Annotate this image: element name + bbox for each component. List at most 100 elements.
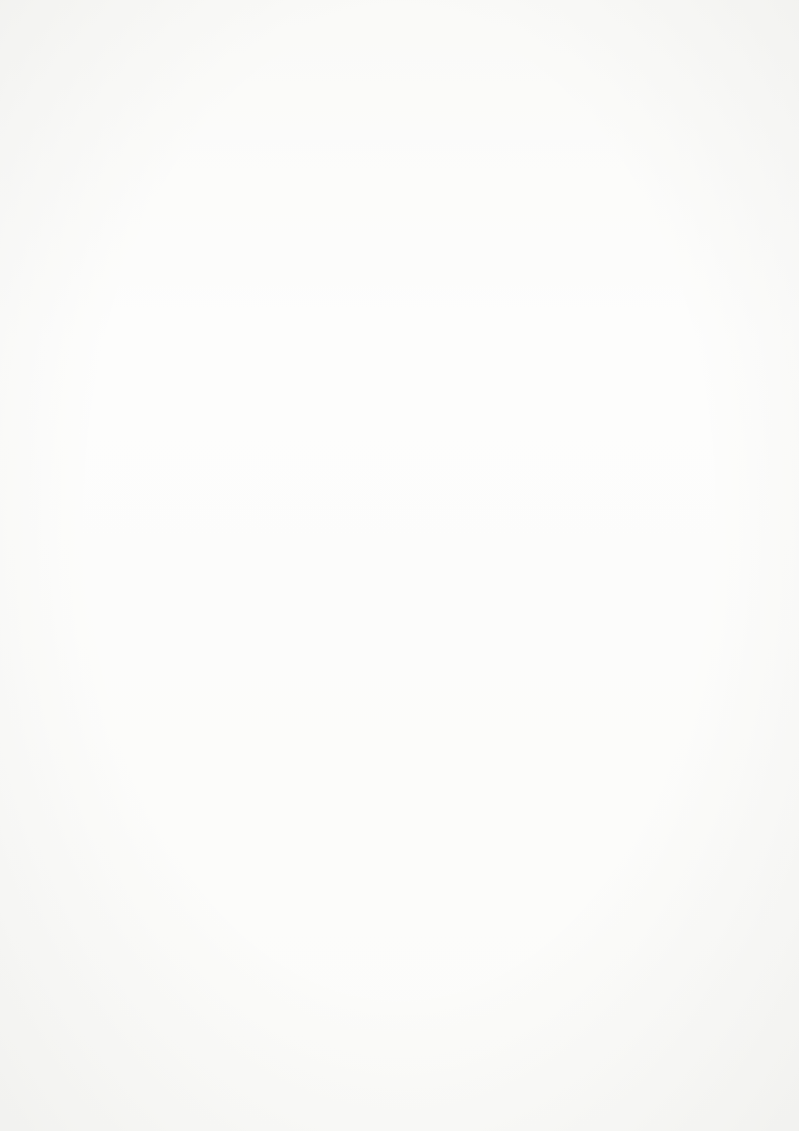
grid-cell[interactable]: 努 xyxy=(435,591,470,623)
grid-cell[interactable] xyxy=(470,859,505,891)
grid-cell[interactable]: 师 xyxy=(96,681,131,714)
grid-cell[interactable]: 培 xyxy=(706,278,739,309)
grid-cell[interactable]: 历 xyxy=(129,548,164,580)
grid-cell[interactable] xyxy=(301,993,336,1025)
grid-cell[interactable]: 后 xyxy=(435,546,470,579)
grid-cell[interactable]: 不 xyxy=(331,190,367,223)
grid-cell[interactable]: 是 xyxy=(130,637,165,669)
grid-cell[interactable]: 。 xyxy=(638,367,673,400)
grid-cell[interactable] xyxy=(335,904,370,936)
grid-cell[interactable]: 成 xyxy=(470,725,505,757)
grid-cell[interactable]: 我 xyxy=(639,635,674,667)
grid-cell[interactable]: 操 xyxy=(637,189,672,221)
grid-cell[interactable]: 学 xyxy=(265,414,300,446)
grid-cell[interactable]: 励 xyxy=(265,547,300,580)
grid-cell[interactable]: 好 xyxy=(402,725,437,757)
grid-cell[interactable] xyxy=(335,993,370,1025)
grid-cell[interactable]: 绩 xyxy=(504,725,539,757)
grid-cell[interactable]: ， xyxy=(298,191,333,223)
grid-cell[interactable]: 身 xyxy=(400,279,435,311)
grid-cell[interactable] xyxy=(536,457,571,489)
grid-cell[interactable]: 念 xyxy=(570,279,605,311)
grid-cell[interactable]: 的 xyxy=(639,724,674,756)
grid-cell[interactable] xyxy=(400,235,435,267)
grid-cell[interactable]: 激 xyxy=(231,548,266,580)
grid-cell[interactable] xyxy=(199,1038,234,1070)
grid-cell[interactable] xyxy=(708,858,741,889)
grid-cell[interactable] xyxy=(467,234,503,267)
grid-cell[interactable]: 。 xyxy=(198,815,233,847)
grid-cell[interactable]: 在 xyxy=(672,367,707,399)
grid-cell[interactable] xyxy=(301,1038,336,1070)
grid-cell[interactable]: 力 xyxy=(469,591,504,623)
grid-cell[interactable]: 培 xyxy=(129,503,164,536)
grid-cell[interactable]: 在 xyxy=(127,58,162,90)
grid-cell[interactable]: 一 xyxy=(60,324,96,358)
grid-cell[interactable]: 习 xyxy=(400,369,435,401)
grid-cell[interactable]: 学 xyxy=(536,413,571,445)
grid-cell[interactable] xyxy=(572,947,608,980)
grid-cell[interactable]: 烈 xyxy=(535,145,570,177)
grid-cell[interactable]: 。 xyxy=(705,144,738,176)
grid-cell[interactable] xyxy=(671,234,706,266)
grid-cell[interactable]: 我 xyxy=(399,101,434,133)
grid-cell[interactable] xyxy=(368,815,403,847)
grid-cell[interactable]: 深 xyxy=(706,323,739,354)
grid-cell[interactable]: 定 xyxy=(674,769,709,801)
grid-cell[interactable]: ， xyxy=(61,369,96,402)
grid-cell[interactable]: 任 xyxy=(637,144,672,177)
grid-cell[interactable] xyxy=(538,858,573,891)
grid-cell[interactable]: 然 xyxy=(197,414,232,446)
grid-cell[interactable]: 做 xyxy=(94,236,129,268)
grid-cell[interactable] xyxy=(538,903,573,935)
grid-cell[interactable]: 们 xyxy=(130,680,165,714)
grid-cell[interactable] xyxy=(640,903,675,935)
grid-cell[interactable]: 的 xyxy=(164,682,199,714)
grid-cell[interactable]: 将 xyxy=(639,680,674,712)
grid-cell[interactable]: 贵 xyxy=(503,636,538,668)
grid-cell[interactable]: 求 xyxy=(196,191,231,223)
grid-cell[interactable] xyxy=(199,905,234,937)
grid-cell[interactable]: 职 xyxy=(569,189,604,222)
grid-cell[interactable]: 次 xyxy=(434,324,469,356)
grid-cell[interactable]: 让 xyxy=(365,101,400,133)
grid-cell[interactable]: 是 xyxy=(333,503,368,535)
grid-cell[interactable]: 中 xyxy=(230,280,265,312)
grid-cell[interactable]: 道 xyxy=(673,723,708,756)
grid-cell[interactable]: 的 xyxy=(197,503,232,535)
grid-cell[interactable] xyxy=(94,281,129,313)
grid-cell[interactable]: 地 xyxy=(95,459,130,491)
grid-cell[interactable]: 对 xyxy=(365,56,400,89)
grid-cell[interactable]: 在 xyxy=(367,546,402,579)
grid-cell[interactable]: 我 xyxy=(366,413,402,445)
grid-cell[interactable]: 培 xyxy=(161,57,196,90)
grid-cell[interactable]: 我 xyxy=(334,681,369,713)
grid-cell[interactable] xyxy=(709,903,742,934)
grid-cell[interactable]: 学 xyxy=(402,681,437,713)
grid-cell[interactable] xyxy=(233,860,268,892)
grid-cell[interactable]: 学 xyxy=(434,279,469,311)
grid-cell[interactable] xyxy=(165,905,200,937)
grid-cell[interactable]: 求 xyxy=(333,458,368,490)
district-field[interactable]: 铁西 xyxy=(450,1091,517,1113)
grid-cell[interactable]: 考 xyxy=(232,726,267,758)
grid-cell[interactable]: 己 xyxy=(501,190,536,222)
grid-cell[interactable] xyxy=(707,457,740,488)
grid-cell[interactable]: 们 xyxy=(333,547,368,579)
grid-cell[interactable] xyxy=(63,950,98,982)
grid-cell[interactable] xyxy=(675,992,710,1024)
grid-cell[interactable] xyxy=(538,814,573,846)
grid-cell[interactable]: 一 xyxy=(537,500,572,534)
grid-cell[interactable]: 自 xyxy=(230,190,265,223)
grid-cell[interactable]: 要 xyxy=(162,190,197,223)
grid-cell[interactable]: 习 xyxy=(570,412,605,445)
grid-cell[interactable]: 的 xyxy=(367,636,402,668)
grid-cell[interactable] xyxy=(131,949,166,982)
grid-cell[interactable]: 起 xyxy=(672,501,707,533)
grid-cell[interactable] xyxy=(233,994,268,1026)
grid-cell[interactable]: 持 xyxy=(436,769,471,802)
grid-cell[interactable]: 将 xyxy=(163,547,198,580)
grid-cell[interactable]: 结 xyxy=(707,590,740,622)
grid-cell[interactable]: ， xyxy=(332,369,367,401)
grid-cell[interactable] xyxy=(674,902,709,935)
